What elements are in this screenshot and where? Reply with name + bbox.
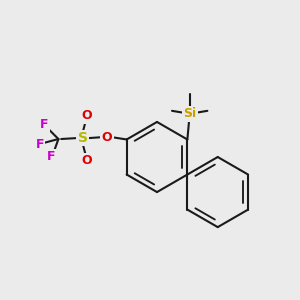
Text: F: F [35,138,44,151]
Text: O: O [81,109,92,122]
Text: O: O [102,130,112,144]
Text: Si: Si [183,107,196,120]
Text: O: O [81,154,92,167]
Text: F: F [47,150,56,163]
Text: F: F [40,118,49,131]
Text: S: S [78,131,88,145]
